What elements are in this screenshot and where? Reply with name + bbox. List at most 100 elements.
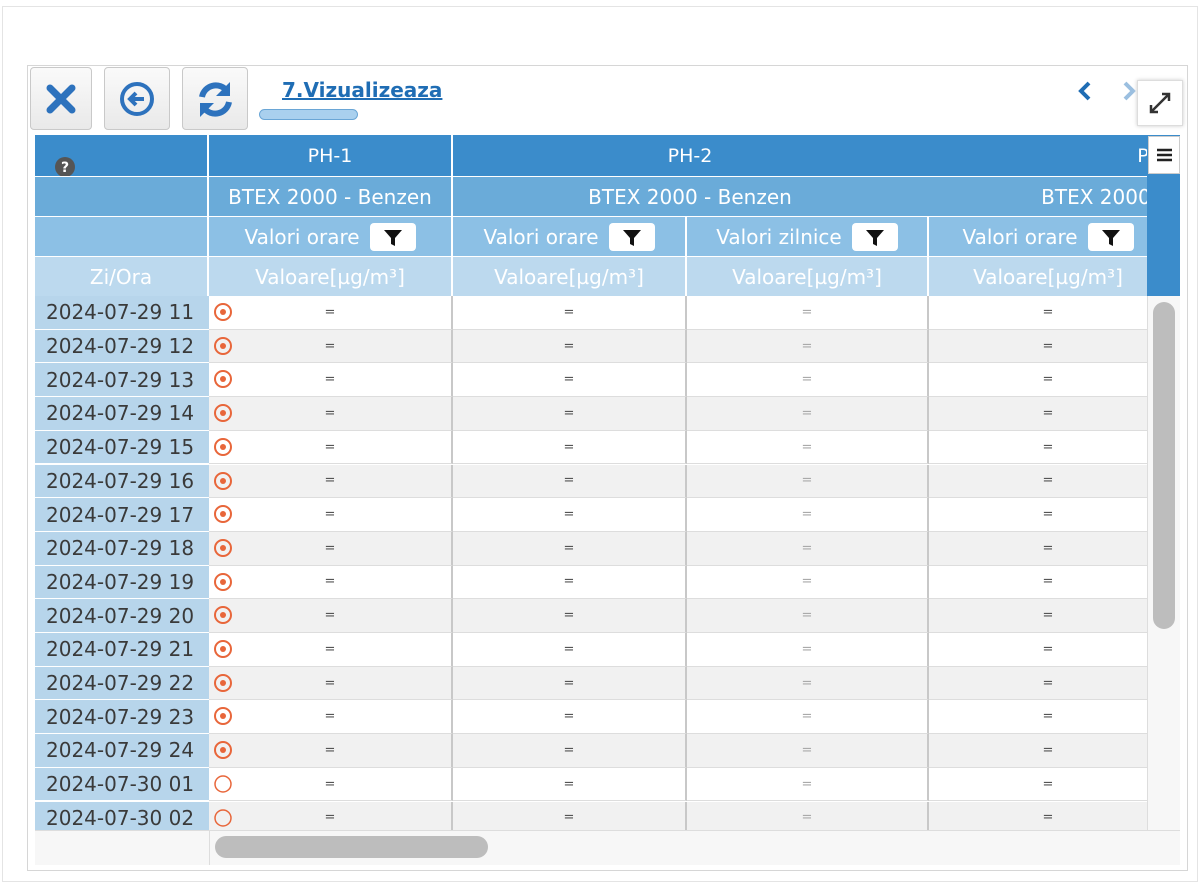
value-cell: =: [687, 801, 929, 830]
expand-button[interactable]: [1137, 80, 1183, 126]
row-time: 2024-07-29 23: [35, 700, 209, 735]
status-icon: [211, 570, 235, 594]
value-cell: =: [453, 666, 687, 701]
refresh-icon: [199, 82, 232, 117]
status-icon: [211, 536, 235, 560]
value-cell: =: [929, 498, 1147, 532]
filter-button[interactable]: [1087, 222, 1134, 251]
row-time: 2024-07-29 22: [35, 666, 209, 701]
data-grid: ? Zi/Ora PH-1 BTEX 2000 - Benzen PH-2 BTEX 20…: [35, 135, 1147, 830]
status-icon: [211, 603, 235, 627]
filter-icon: [865, 229, 884, 246]
unit-header: Valoare[µg/m³]: [687, 256, 929, 296]
value-cell: =: [929, 767, 1147, 802]
row-time: 2024-07-29 19: [35, 565, 209, 600]
horizontal-scroll-thumb[interactable]: [215, 836, 488, 858]
row-time: 2024-07-29 24: [35, 734, 209, 768]
value-cell: =: [929, 734, 1147, 768]
back-icon: [120, 82, 154, 116]
status-empty: [214, 775, 232, 793]
value-cell: =: [929, 363, 1147, 398]
status-target: [214, 741, 232, 760]
status-target: [214, 538, 232, 557]
back-button[interactable]: [104, 67, 170, 130]
value-cell: =: [209, 767, 453, 802]
status-icon: [211, 367, 235, 391]
time-header: Zi/Ora: [35, 256, 209, 296]
instrument-header: BTEX 2000 - Benzen: [453, 176, 929, 216]
row-time: 2024-07-29 20: [35, 599, 209, 633]
help-glyph: ?: [55, 157, 75, 177]
measure-label: Valori orare: [244, 224, 360, 249]
value-cell: =: [209, 565, 453, 600]
scroll-divider: [209, 830, 210, 865]
filter-icon: [622, 229, 641, 246]
status-icon: [211, 401, 235, 425]
value-cell: =: [209, 734, 453, 768]
filter-button[interactable]: [608, 222, 655, 251]
value-cell: =: [209, 397, 453, 431]
value-cell: =: [687, 397, 929, 431]
value-cell: =: [929, 700, 1147, 735]
tab-title[interactable]: 7.Vizualizeaza: [282, 78, 443, 102]
value-cell: =: [453, 633, 687, 667]
measure-label: Valori orare: [962, 224, 1078, 249]
progress-bar: [259, 109, 358, 120]
instrument-header: BTEX 2000 - Benzen: [927, 176, 1147, 216]
row-time: 2024-07-30 02: [35, 801, 209, 830]
nav-arrows[interactable]: [1075, 80, 1140, 104]
measure-label: Valori zilnice: [716, 224, 842, 249]
status-target: [214, 404, 232, 423]
value-cell: =: [929, 633, 1147, 667]
value-cell: =: [687, 734, 929, 768]
filter-button[interactable]: [851, 222, 898, 251]
value-cell: =: [929, 666, 1147, 701]
status-target: [214, 370, 232, 389]
status-target: [214, 336, 232, 355]
row-time: 2024-07-29 14: [35, 397, 209, 431]
value-cell: =: [453, 565, 687, 600]
svg-text:?: ?: [61, 160, 69, 176]
value-cell: =: [209, 430, 453, 465]
unit-header: Valoare[µg/m³]: [453, 256, 687, 296]
refresh-button[interactable]: [182, 67, 248, 130]
unit-header: Valoare[µg/m³]: [209, 256, 453, 296]
help-icon: ?: [45, 147, 85, 187]
corner-low: [35, 216, 209, 256]
value-cell: =: [929, 801, 1147, 830]
value-cell: =: [687, 363, 929, 398]
row-time: 2024-07-29 12: [35, 329, 209, 364]
value-cell: =: [929, 464, 1147, 499]
row-time: 2024-07-29 11: [35, 296, 209, 330]
value-cell: =: [687, 565, 929, 600]
row-time: 2024-07-29 15: [35, 430, 209, 465]
vertical-scroll-thumb[interactable]: [1153, 302, 1175, 629]
station-header: PH-1: [209, 135, 453, 176]
status-target: [214, 437, 232, 456]
close-button[interactable]: [30, 67, 92, 130]
horizontal-scroll-track: [35, 830, 1180, 865]
value-cell: =: [687, 767, 929, 802]
value-cell: =: [453, 329, 687, 364]
value-cell: =: [687, 633, 929, 667]
row-time: 2024-07-30 01: [35, 767, 209, 802]
row-time: 2024-07-29 16: [35, 464, 209, 499]
value-cell: =: [453, 767, 687, 802]
close-icon: [46, 84, 76, 114]
status-icon: [211, 738, 235, 762]
value-cell: =: [209, 599, 453, 633]
status-target: [214, 471, 232, 490]
station-header: PH-2: [453, 135, 929, 176]
filter-icon: [1101, 229, 1120, 246]
station-header: P: [927, 135, 1147, 176]
value-cell: =: [453, 464, 687, 499]
filter-button[interactable]: [369, 222, 416, 251]
value-cell: =: [929, 599, 1147, 633]
status-target: [214, 572, 232, 591]
value-cell: =: [453, 801, 687, 830]
value-cell: =: [687, 531, 929, 566]
value-cell: =: [453, 700, 687, 735]
status-target: [214, 707, 232, 726]
column-menu-button[interactable]: [1148, 136, 1180, 174]
